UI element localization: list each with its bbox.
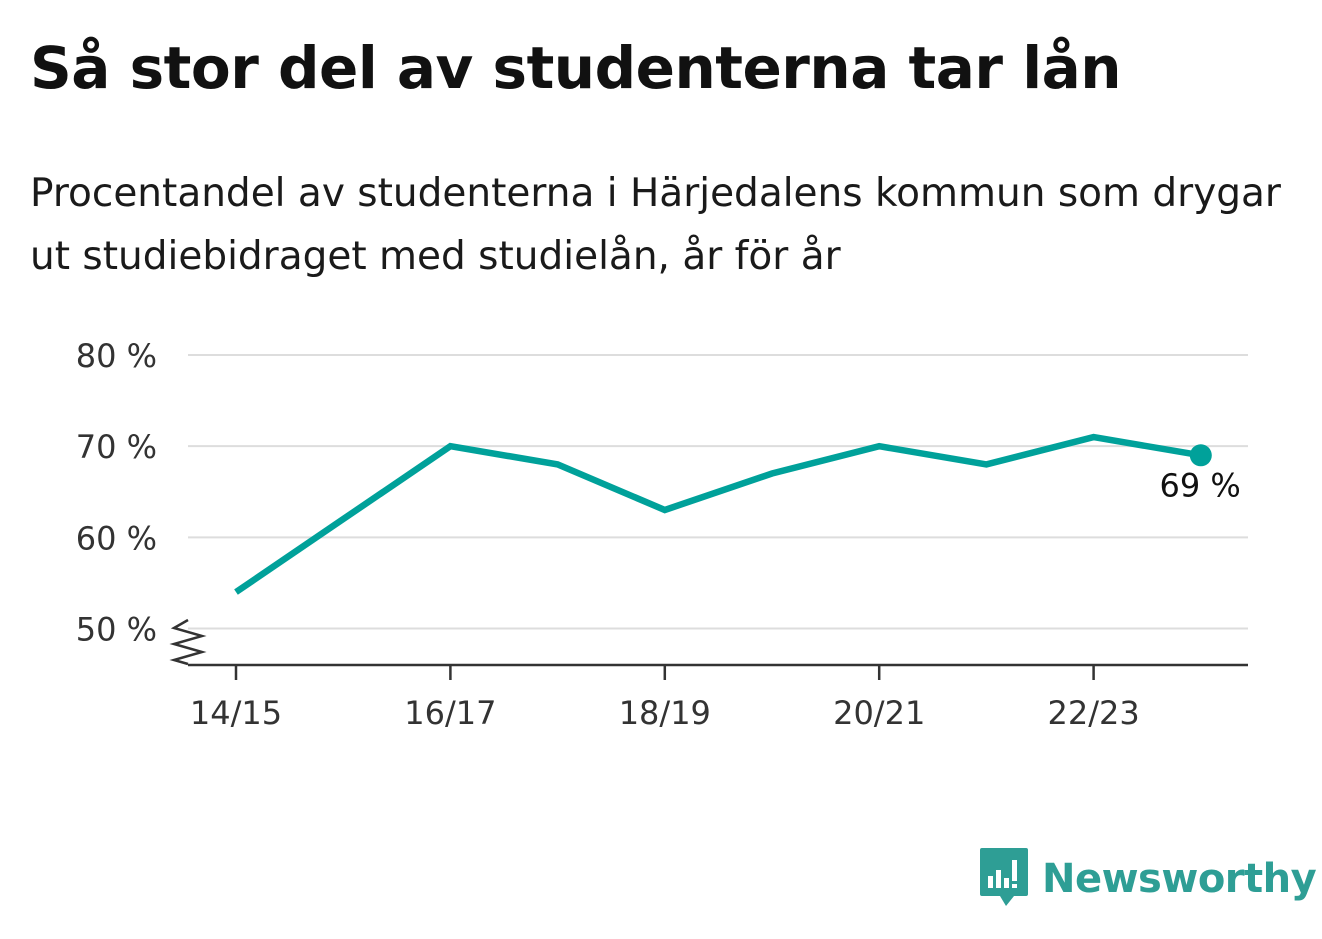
x-axis: [169, 618, 1248, 667]
data-series: 69 %: [234, 433, 1241, 595]
y-tick-label: 80 %: [76, 337, 157, 375]
axis-break-icon: [169, 618, 207, 666]
x-tick-label: 14/15: [190, 694, 282, 732]
grid-lines: [188, 354, 1248, 630]
chart-title: Så stor del av studenterna tar lån: [30, 34, 1122, 102]
y-tick-label: 60 %: [76, 519, 157, 557]
chart-subtitle: Procentandel av studenterna i Härjedalen…: [30, 171, 1281, 279]
series-line: [234, 433, 1202, 595]
x-axis-ticks: 14/15 16/17 18/19 20/21 22/23: [190, 665, 1140, 732]
x-tick-label: 16/17: [404, 694, 496, 732]
end-value-label: 69 %: [1160, 466, 1241, 504]
brand-name: Newsworthy: [1042, 856, 1317, 902]
x-tick-label: 20/21: [833, 694, 925, 732]
x-tick-label: 22/23: [1047, 694, 1139, 732]
x-tick-label: 18/19: [619, 694, 711, 732]
brand-logo: Newsworthy: [980, 846, 1317, 912]
y-axis-ticks: 50 % 60 % 70 % 80 %: [76, 337, 157, 649]
y-tick-label: 50 %: [76, 611, 157, 649]
end-point: [1189, 444, 1212, 467]
bar-chart-speech-bubble-icon: [980, 848, 1028, 906]
y-tick-label: 70 %: [76, 428, 157, 466]
